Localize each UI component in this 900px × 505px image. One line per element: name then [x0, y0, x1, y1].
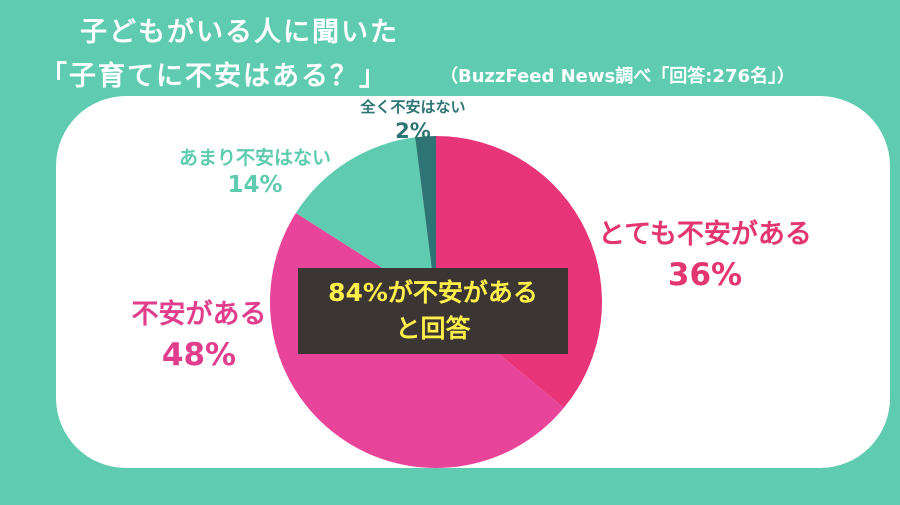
slice-label-anxious: 不安がある 48%	[114, 292, 284, 373]
slice-name: あまり不安はない	[178, 147, 331, 169]
slice-value: 2%	[395, 119, 431, 143]
pie-slice-3	[415, 136, 436, 302]
slice-name: とても不安がある	[598, 219, 812, 250]
slice-name: 不安がある	[131, 299, 267, 330]
slice-label-not-anxious-at-all: 全く不安はない 2%	[343, 96, 483, 143]
slice-name: 全く不安はない	[360, 98, 466, 116]
source-note: （BuzzFeed News調べ「回答:276名」）	[440, 66, 796, 87]
slice-value: 14%	[227, 172, 283, 198]
summary-callout: 84%が不安がある と回答	[298, 268, 568, 354]
callout-line-1: 84%が不安がある	[328, 278, 538, 307]
slice-value: 36%	[667, 257, 743, 293]
chart-title-line-2: 「子育てに不安はある？」	[40, 61, 388, 92]
slice-label-very-anxious: とても不安がある 36%	[590, 212, 820, 293]
slice-value: 48%	[161, 337, 237, 373]
callout-line-2: と回答	[395, 314, 471, 343]
slice-label-not-very-anxious: あまり不安はない 14%	[160, 143, 350, 198]
chart-title-line-1: 子どもがいる人に聞いた	[80, 17, 399, 48]
pie-slice-2	[295, 137, 436, 302]
